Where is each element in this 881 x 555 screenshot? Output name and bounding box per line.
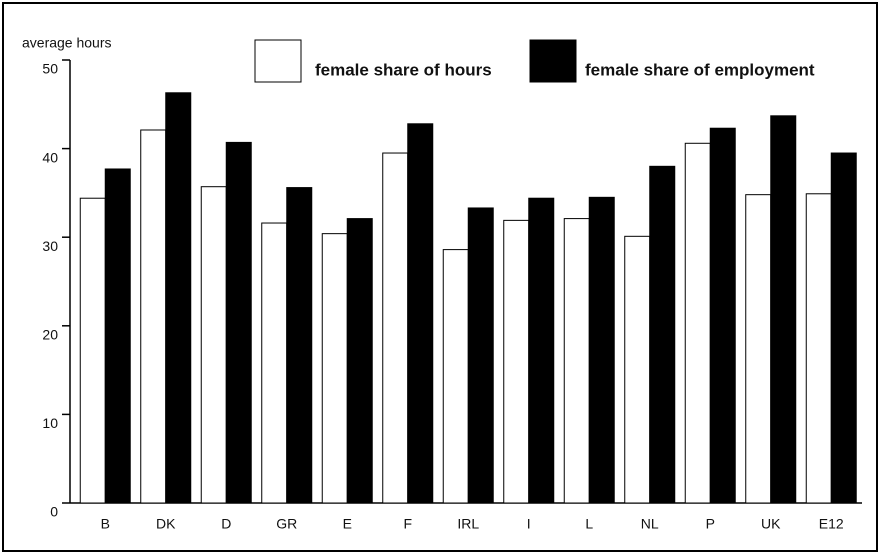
x-tick-label: I xyxy=(527,516,531,532)
bar xyxy=(649,165,676,504)
x-tick-label: NL xyxy=(641,516,659,532)
bar xyxy=(528,197,555,504)
y-tick-label: 40 xyxy=(42,149,58,165)
bar xyxy=(200,186,227,504)
bar xyxy=(709,127,736,504)
x-tick-label: GR xyxy=(276,516,297,532)
bar xyxy=(563,218,590,504)
y-tick-label: 30 xyxy=(42,238,58,254)
bar xyxy=(442,249,469,504)
bar xyxy=(140,129,167,504)
x-tick-label: L xyxy=(585,516,593,532)
legend-swatch xyxy=(254,39,302,83)
x-tick-label: P xyxy=(706,516,715,532)
x-tick-label: UK xyxy=(761,516,781,532)
bar xyxy=(830,152,857,504)
bar xyxy=(770,115,797,504)
bar xyxy=(286,187,313,504)
bar xyxy=(165,92,192,504)
bar xyxy=(382,152,409,504)
bar xyxy=(79,197,106,504)
y-tick-label: 0 xyxy=(50,504,58,520)
legend-label: female share of employment xyxy=(585,60,815,79)
bar xyxy=(588,196,615,504)
y-axis-label: average hours xyxy=(22,35,112,51)
x-tick-label: E12 xyxy=(819,516,844,532)
bar xyxy=(104,168,131,504)
bar xyxy=(624,235,651,504)
bar xyxy=(346,218,373,504)
x-tick-label: IRL xyxy=(457,516,479,532)
bar xyxy=(261,222,288,504)
bar xyxy=(467,207,494,504)
y-tick-label: 10 xyxy=(42,415,58,431)
bar xyxy=(805,193,832,504)
y-tick-label: 50 xyxy=(42,61,58,77)
bar xyxy=(321,233,348,504)
bar xyxy=(407,123,434,504)
bar xyxy=(225,141,252,504)
x-tick-label: B xyxy=(101,516,110,532)
x-tick-label: F xyxy=(403,516,412,532)
bar xyxy=(503,219,530,504)
legend-swatch xyxy=(529,39,577,83)
legend-label: female share of hours xyxy=(315,60,492,79)
bar xyxy=(684,142,711,504)
bar xyxy=(745,194,772,504)
x-tick-label: D xyxy=(221,516,231,532)
y-tick-label: 20 xyxy=(42,327,58,343)
x-tick-label: DK xyxy=(156,516,176,532)
x-tick-label: E xyxy=(343,516,352,532)
